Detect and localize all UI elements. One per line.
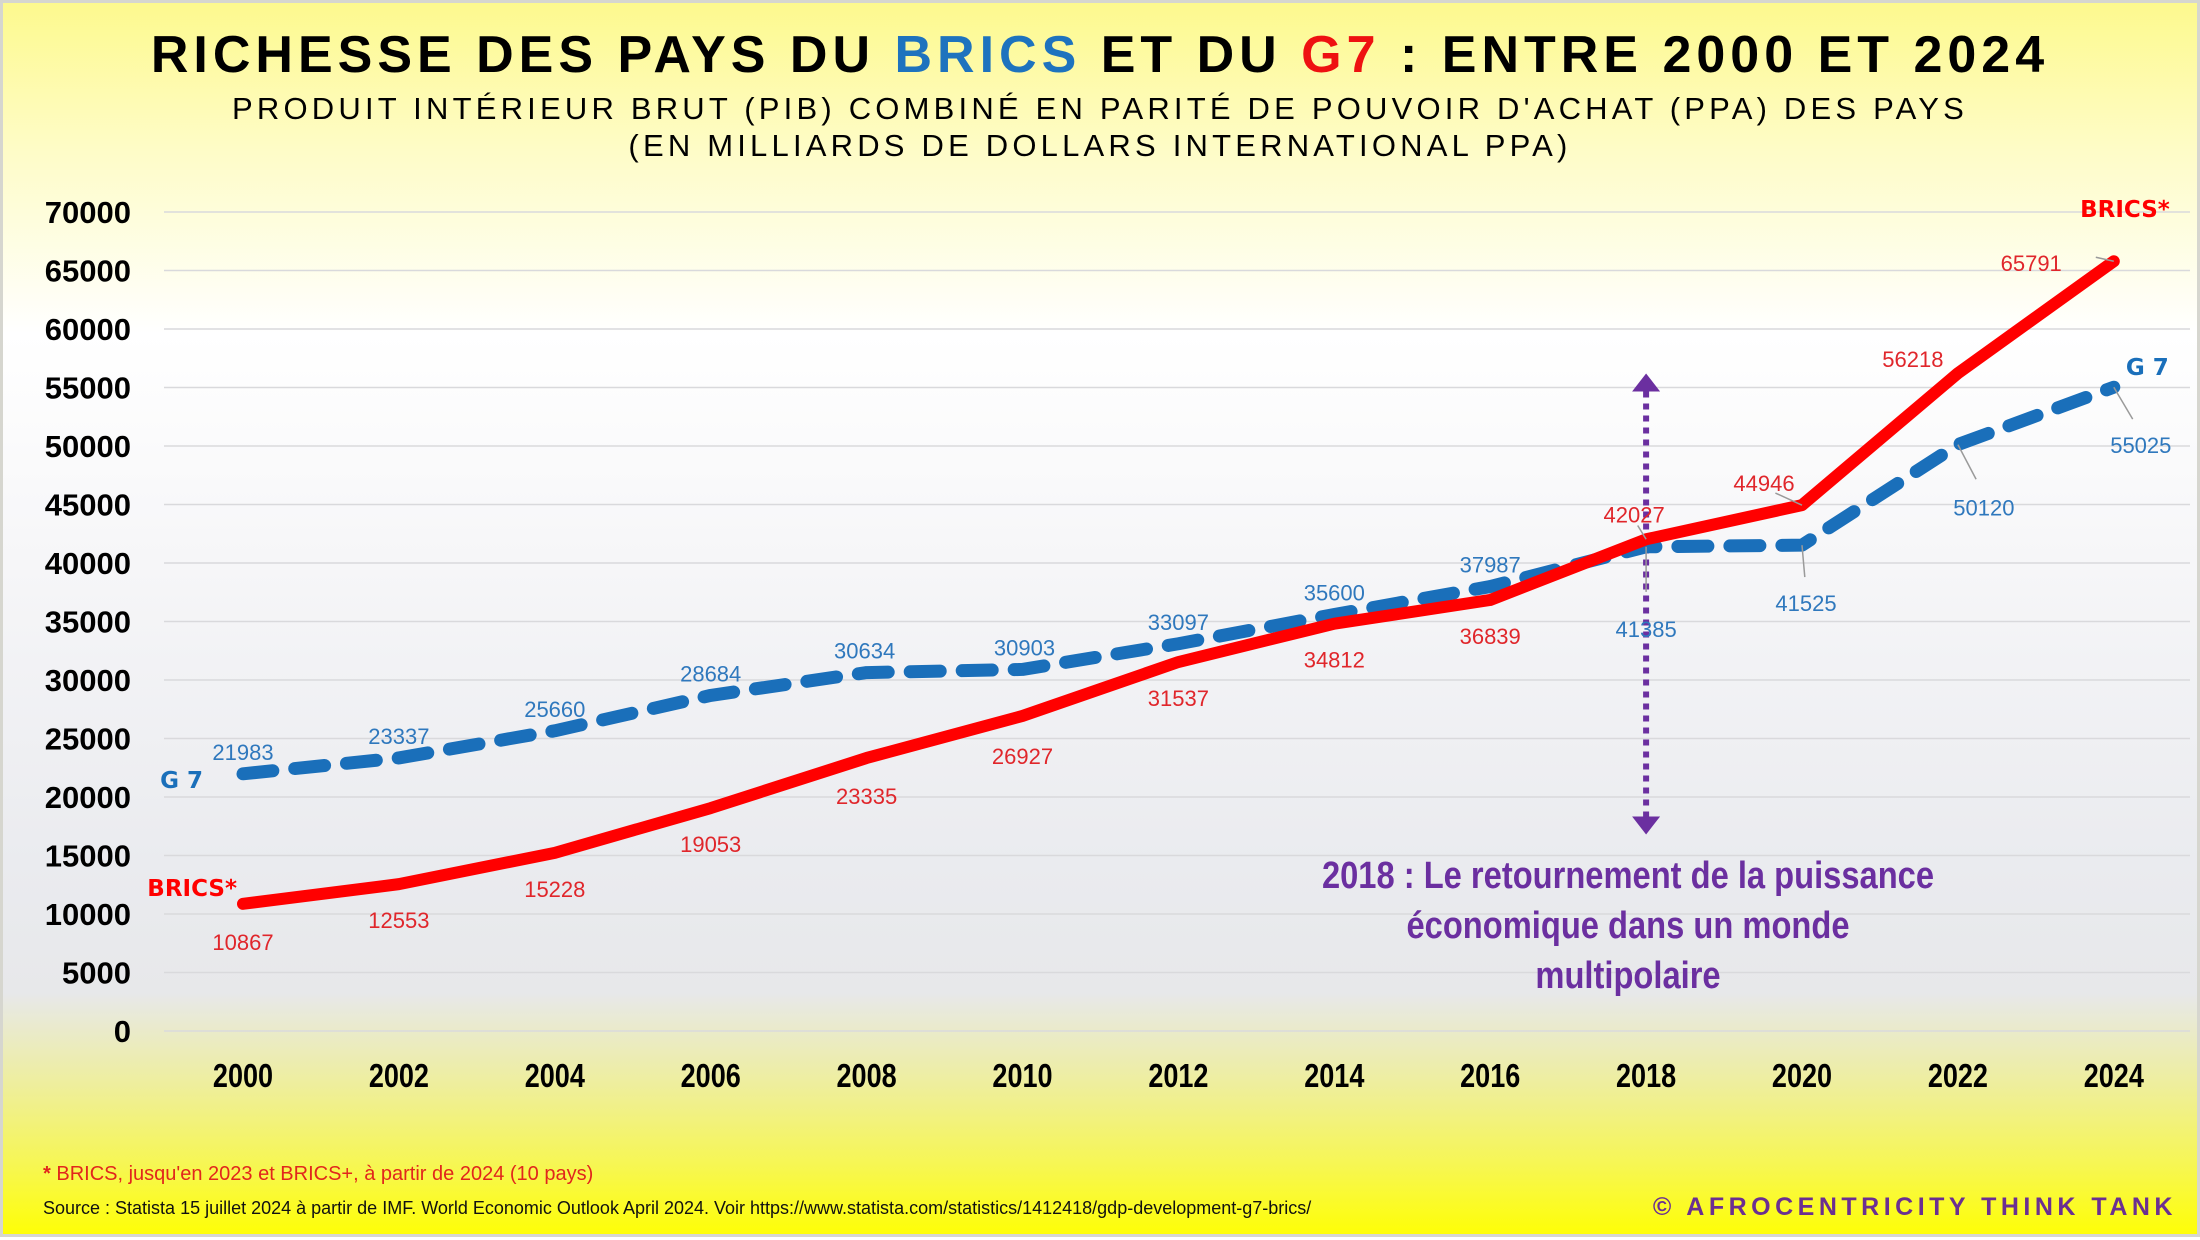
data-label-g7: 35600 [1304,580,1365,605]
data-label-g7: 25660 [524,697,585,722]
chart-subtitle-line-2: (EN MILLIARDS DE DOLLARS INTERNATIONAL P… [628,128,1572,163]
title-g7: G7 [1301,26,1381,84]
x-tick-group: 2006 [681,1059,741,1095]
data-label-g7: 50120 [1953,496,2014,521]
y-tick-label: 5000 [62,956,131,991]
x-tick-label: 2024 [2084,1059,2144,1095]
x-tick-label: 2014 [1304,1059,1364,1095]
x-tick-group: 2022 [1928,1059,1988,1095]
y-tick-label: 0 [114,1014,131,1049]
y-tick-label: 30000 [45,663,131,698]
data-label-brics: 42027 [1604,502,1665,527]
y-tick-label: 70000 [45,195,131,230]
annotation-line-1: 2018 : Le retournement de la puissance [1321,855,1935,897]
data-label-g7: 21983 [212,740,273,765]
y-tick-label: 10000 [45,897,131,932]
x-tick-group: 2000 [213,1059,273,1095]
leader-line [2113,386,2134,420]
data-label-g7: 33097 [1148,610,1209,635]
footnote-text: BRICS, jusqu'en 2023 et BRICS+, à partir… [50,1163,594,1185]
x-tick-label: 2018 [1616,1059,1676,1095]
y-tick-label: 45000 [45,488,131,523]
y-tick-label: 35000 [45,605,131,640]
y-tick-label: 50000 [45,429,131,464]
y-tick-label: 20000 [45,780,131,815]
x-tick-label: 2012 [1148,1059,1208,1095]
annotation-line-2: économique dans un monde multipolaire [1406,905,1850,997]
leader-line [1637,525,1647,540]
y-tick-label: 15000 [45,839,131,874]
series-line-brics [237,255,2120,910]
data-label-brics: 65791 [2001,251,2062,276]
leader-line [1775,492,1803,506]
x-tick-group: 2008 [837,1059,897,1095]
title-part-1: RICHESSE DES PAYS DU [150,26,895,84]
data-label-brics: 12553 [368,908,429,933]
data-label-g7: 23337 [368,724,429,749]
footnote: * BRICS, jusqu'en 2023 et BRICS+, à part… [43,1163,593,1186]
data-label-g7: 30634 [834,639,895,664]
y-tick-label: 25000 [45,722,131,757]
copyright-credit: © AFROCENTRICITY THINK TANK [1652,1193,2177,1221]
x-tick-group: 2012 [1148,1059,1208,1095]
x-tick-label: 2022 [1928,1059,1988,1095]
source-note: Source : Statista 15 juillet 2024 à part… [43,1198,1312,1218]
line-chart: 0 5000 10000 15000 20000 25000 30000 35000 40000… [45,195,2190,1095]
data-label-brics: 15228 [524,877,585,902]
data-label-brics: 26927 [992,744,1053,769]
x-tick-label: 2020 [1772,1059,1832,1095]
x-tick-group: 2018 [1616,1059,1676,1095]
title-brics: BRICS [894,26,1082,84]
x-tick-group: 2024 [2084,1059,2144,1095]
annotation-2018: 2018 : Le retournement de la puissance é… [1310,851,1946,1001]
x-tick-label: 2010 [992,1059,1052,1095]
data-label-brics: 56218 [1882,347,1943,372]
data-label-g7: 55025 [2110,433,2171,458]
data-label-brics: 34812 [1304,648,1365,673]
leader-line [1957,444,1977,480]
leader-line [2095,256,2114,262]
y-tick-label: 60000 [45,312,131,347]
data-label-brics: 23335 [836,784,897,809]
x-tick-label: 2000 [213,1059,273,1095]
x-tick-group: 2020 [1772,1059,1832,1095]
leader-line [1801,545,1806,578]
chart-title: RICHESSE DES PAYS DU BRICS ET DU G7 : EN… [3,25,2197,85]
x-tick-group: 2016 [1460,1059,1520,1095]
data-label-brics: 19053 [680,832,741,857]
data-label-brics: 44946 [1733,471,1794,496]
title-part-3: ET DU [1081,26,1302,84]
data-label-brics: 31537 [1148,686,1209,711]
series-end-label-brics: BRICS* [2080,197,2170,223]
x-tick-label: 2008 [837,1059,897,1095]
series-end-label-g7: G 7 [2126,355,2169,381]
title-part-5: : ENTRE 2000 ET 2024 [1380,26,2050,84]
x-tick-label: 2002 [369,1059,429,1095]
x-tick-label: 2016 [1460,1059,1520,1095]
data-label-brics: 36839 [1460,624,1521,649]
data-label-brics: 10867 [212,930,273,955]
data-label-g7: 28684 [680,661,741,686]
footnote-star: * [43,1163,51,1185]
arrow-down-head-icon [1632,816,1661,835]
data-label-g7: 41385 [1616,617,1677,642]
y-tick-label: 65000 [45,254,131,289]
chart-subtitle-line-1: PRODUIT INTÉRIEUR BRUT (PIB) COMBINÉ EN … [232,91,1968,126]
x-tick-group: 2010 [992,1059,1052,1095]
data-label-g7: 30903 [994,635,1055,660]
y-tick-label: 55000 [45,371,131,406]
x-tick-group: 2002 [369,1059,429,1095]
y-tick-label: 40000 [45,546,131,581]
x-tick-group: 2014 [1304,1059,1364,1095]
x-tick-group: 2004 [525,1059,585,1095]
data-label-g7: 37987 [1460,553,1521,578]
x-tick-label: 2004 [525,1059,585,1095]
arrow-up-head-icon [1632,373,1661,392]
series-start-label-brics: BRICS* [147,876,237,902]
x-tick-label: 2006 [681,1059,741,1095]
series-start-label-g7: G 7 [160,768,203,794]
data-label-g7: 41525 [1775,591,1836,616]
